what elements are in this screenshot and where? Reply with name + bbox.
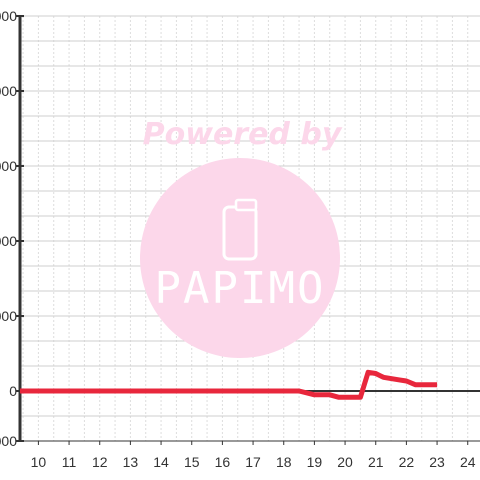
series bbox=[20, 369, 438, 400]
x-tick-label: 13 bbox=[123, 454, 139, 470]
tick-labels: -20,000 0 30,000 60,000 90,000 120,000 150,000… bbox=[0, 8, 476, 470]
watermark: Powered by PAPIMO bbox=[140, 117, 343, 358]
x-tick-label: 11 bbox=[62, 454, 77, 470]
y-tick-label: 120,000 bbox=[0, 83, 17, 99]
x-tick-label: 19 bbox=[307, 454, 323, 470]
watermark-logo-text: PAPIMO bbox=[155, 263, 326, 314]
watermark-powered-by: Powered by bbox=[143, 117, 343, 152]
y-tick-label: 150,000 bbox=[0, 8, 17, 24]
x-tick-label: 15 bbox=[184, 454, 200, 470]
series-line bbox=[20, 369, 438, 400]
x-tick-label: 12 bbox=[92, 454, 108, 470]
x-tick-label: 20 bbox=[337, 454, 353, 470]
x-tick-label: 23 bbox=[429, 454, 445, 470]
y-tick-label: 0 bbox=[9, 383, 17, 399]
x-tick-label: 18 bbox=[276, 454, 292, 470]
y-tick-label: 60,000 bbox=[0, 233, 17, 249]
y-tick-label: 90,000 bbox=[0, 158, 17, 174]
x-tick-label: 24 bbox=[460, 454, 476, 470]
x-tick-label: 22 bbox=[399, 454, 415, 470]
y-tick-label: 30,000 bbox=[0, 308, 17, 324]
x-tick-label: 10 bbox=[31, 454, 47, 470]
x-tick-label: 16 bbox=[215, 454, 231, 470]
x-tick-label: 14 bbox=[153, 454, 169, 470]
x-tick-label: 21 bbox=[368, 454, 384, 470]
x-tick-label: 17 bbox=[245, 454, 261, 470]
phone-icon bbox=[222, 198, 258, 261]
y-tick-label: -20,000 bbox=[0, 433, 17, 449]
